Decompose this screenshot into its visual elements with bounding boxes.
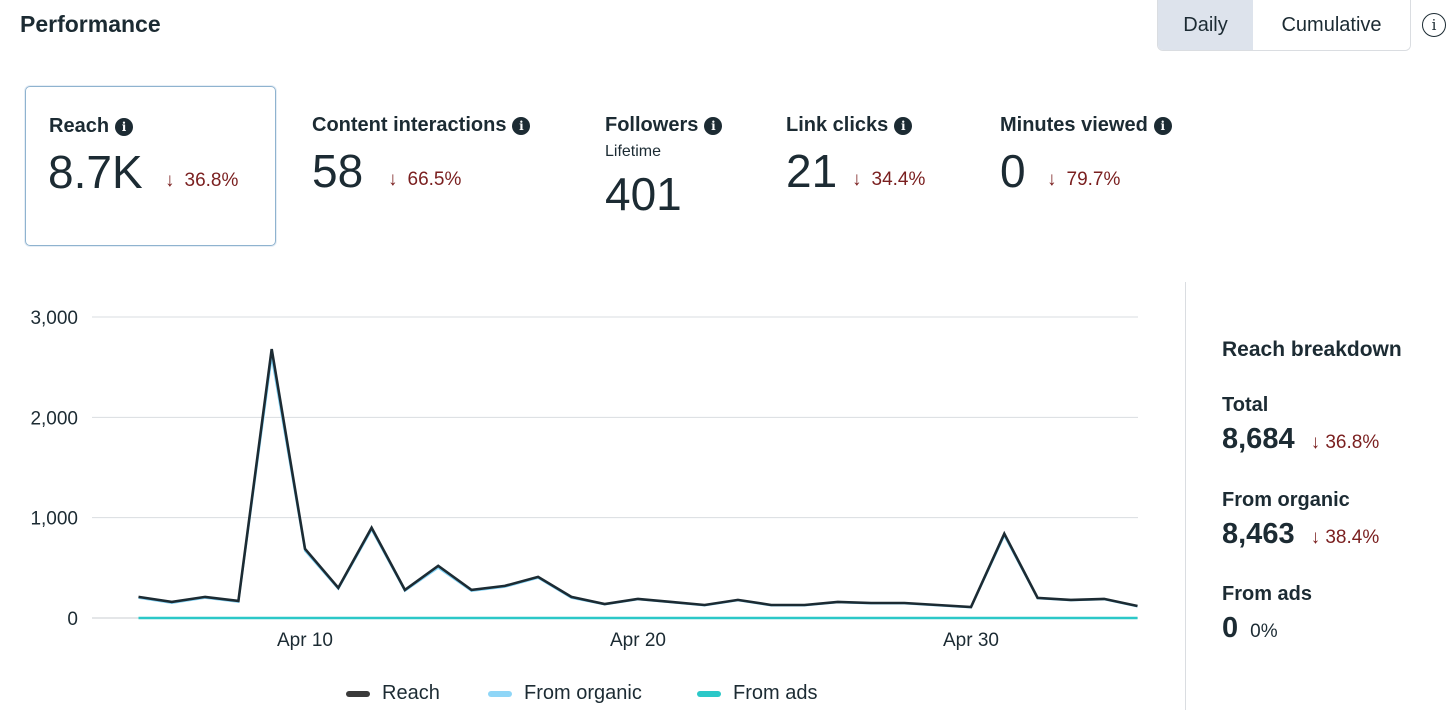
breakdown-delta: ↓ 36.8% bbox=[1310, 432, 1380, 453]
arrow-down-icon: ↓ bbox=[852, 169, 862, 190]
metric-value: 8.7K bbox=[48, 146, 143, 198]
metric-label: Reach i bbox=[49, 115, 134, 138]
breakdown-ads: From ads 0 0% bbox=[1222, 583, 1312, 645]
breakdown-delta: 0% bbox=[1250, 621, 1278, 642]
series-line-reach[interactable] bbox=[138, 348, 1138, 609]
breakdown-title: Reach breakdown bbox=[1222, 338, 1402, 361]
cumulative-toggle-button[interactable]: Cumulative bbox=[1253, 0, 1410, 50]
legend-item-from-ads[interactable]: From ads bbox=[697, 682, 817, 705]
breakdown-value: 8,463 bbox=[1222, 518, 1295, 550]
legend-swatch bbox=[488, 690, 512, 697]
breakdown-value: 0 bbox=[1222, 612, 1239, 644]
legend-label: From ads bbox=[733, 682, 818, 704]
y-tick-label: 1,000 bbox=[30, 509, 78, 530]
legend-swatch bbox=[346, 690, 370, 697]
metric-value: 21 bbox=[786, 145, 838, 197]
info-icon[interactable]: i bbox=[894, 116, 913, 135]
metric-delta: ↓ 34.4% bbox=[852, 169, 926, 190]
info-icon[interactable]: i bbox=[1153, 116, 1172, 135]
metric-delta: ↓ 66.5% bbox=[388, 169, 462, 190]
page-title: Performance bbox=[20, 11, 161, 37]
x-tick-label: Apr 10 bbox=[277, 630, 333, 651]
y-tick-label: 2,000 bbox=[30, 408, 78, 429]
info-icon[interactable]: i bbox=[704, 116, 723, 135]
x-tick-label: Apr 20 bbox=[610, 630, 666, 651]
divider bbox=[1185, 282, 1186, 710]
arrow-down-icon: ↓ bbox=[165, 170, 175, 191]
y-tick-label: 3,000 bbox=[30, 308, 78, 329]
arrow-down-icon: ↓ bbox=[1310, 432, 1321, 453]
metric-value: 58 bbox=[312, 145, 364, 197]
breakdown-total: Total 8,684 ↓ 36.8% bbox=[1222, 394, 1379, 456]
info-icon[interactable]: i bbox=[512, 116, 531, 135]
info-icon[interactable]: i bbox=[115, 117, 134, 136]
breakdown-label: From organic bbox=[1222, 489, 1350, 511]
legend-item-from-organic[interactable]: From organic bbox=[488, 682, 642, 705]
breakdown-organic: From organic 8,463 ↓ 38.4% bbox=[1222, 489, 1379, 551]
breakdown-delta: ↓ 38.4% bbox=[1310, 527, 1380, 548]
metric-label: Link clicks i bbox=[786, 114, 913, 137]
x-tick-label: Apr 30 bbox=[943, 630, 999, 651]
legend-label: From organic bbox=[524, 682, 642, 704]
arrow-down-icon: ↓ bbox=[388, 169, 398, 190]
info-outline-icon[interactable]: i bbox=[1422, 13, 1446, 37]
view-toggle: Daily Cumulative bbox=[1157, 0, 1411, 51]
metric-label: Followers i bbox=[605, 114, 723, 137]
breakdown-label: From ads bbox=[1222, 583, 1313, 605]
metric-delta: ↓ 36.8% bbox=[165, 170, 239, 191]
arrow-down-icon: ↓ bbox=[1047, 169, 1057, 190]
reach-line-chart[interactable]: 3,000 2,000 1,000 0 Apr 10 Apr 20 Apr 30 bbox=[0, 280, 1170, 719]
metric-card-reach[interactable]: Reach i 8.7K ↓ 36.8% bbox=[25, 86, 276, 246]
daily-toggle-button[interactable]: Daily bbox=[1158, 0, 1253, 50]
breakdown-label: Total bbox=[1222, 394, 1269, 416]
legend-label: Reach bbox=[382, 682, 440, 704]
legend-swatch bbox=[697, 690, 721, 697]
metric-label: Content interactions i bbox=[312, 114, 531, 137]
metric-label: Minutes viewed i bbox=[1000, 114, 1172, 137]
metric-delta: ↓ 79.7% bbox=[1047, 169, 1121, 190]
metric-value: 0 bbox=[1000, 145, 1026, 197]
metric-sublabel: Lifetime bbox=[605, 143, 662, 160]
reach-breakdown: Reach breakdown Total 8,684 ↓ 36.8% From… bbox=[1222, 338, 1456, 644]
legend-item-reach[interactable]: Reach bbox=[346, 682, 440, 705]
arrow-down-icon: ↓ bbox=[1310, 527, 1321, 548]
y-tick-label: 0 bbox=[67, 609, 78, 630]
metric-value: 401 bbox=[605, 168, 682, 220]
breakdown-value: 8,684 bbox=[1222, 423, 1295, 455]
